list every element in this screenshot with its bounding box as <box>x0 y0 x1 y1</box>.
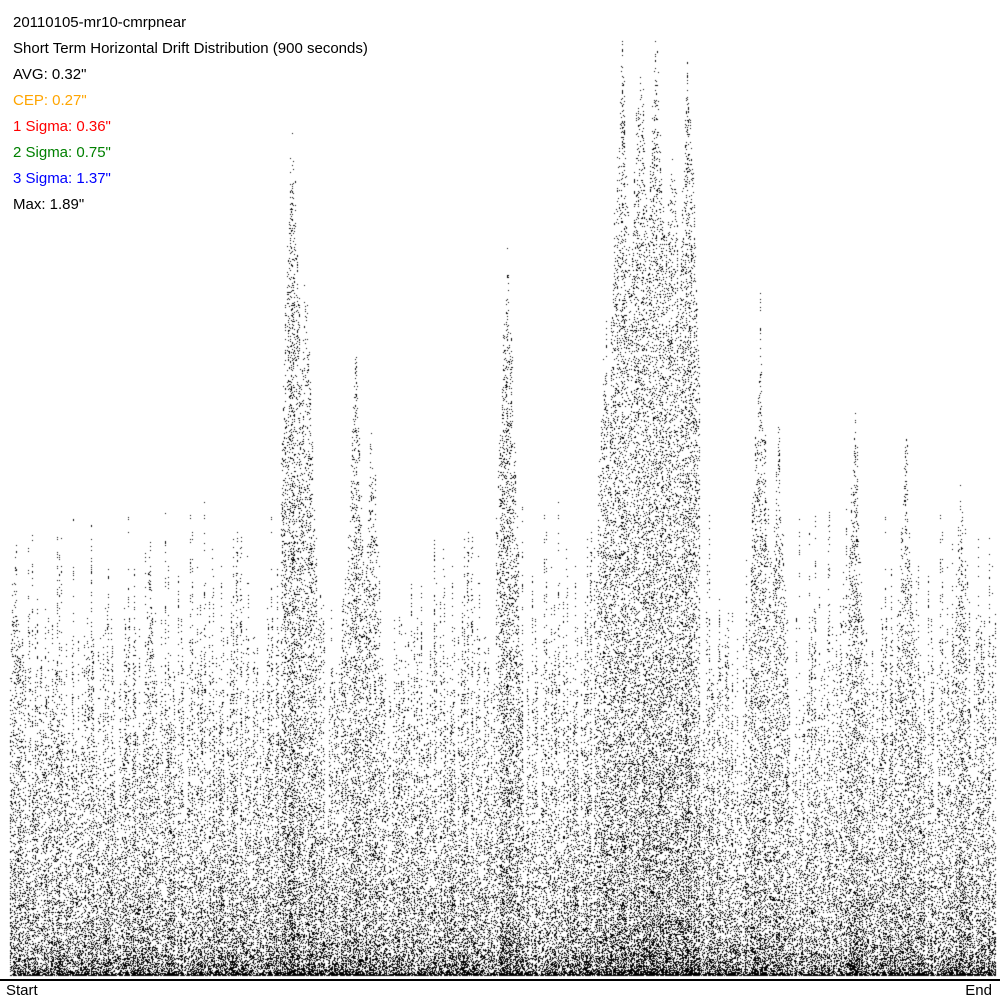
stat-max: Max: 1.89" <box>13 196 85 213</box>
stat-1sigma: 1 Sigma: 0.36" <box>13 118 111 135</box>
stat-cep: CEP: 0.27" <box>13 92 87 109</box>
chart-title: 20110105-mr10-cmrpnear <box>13 14 187 31</box>
x-tick-start: Start <box>6 982 38 999</box>
legend: 20110105-mr10-cmrpnear Short Term Horizo… <box>13 10 368 218</box>
stat-2sigma: 2 Sigma: 0.75" <box>13 144 111 161</box>
x-axis-line <box>0 979 1000 981</box>
chart-subtitle: Short Term Horizontal Drift Distribution… <box>13 40 368 57</box>
x-tick-end: End <box>965 982 992 999</box>
stat-avg: AVG: 0.32" <box>13 66 87 83</box>
stat-3sigma: 3 Sigma: 1.37" <box>13 170 111 187</box>
